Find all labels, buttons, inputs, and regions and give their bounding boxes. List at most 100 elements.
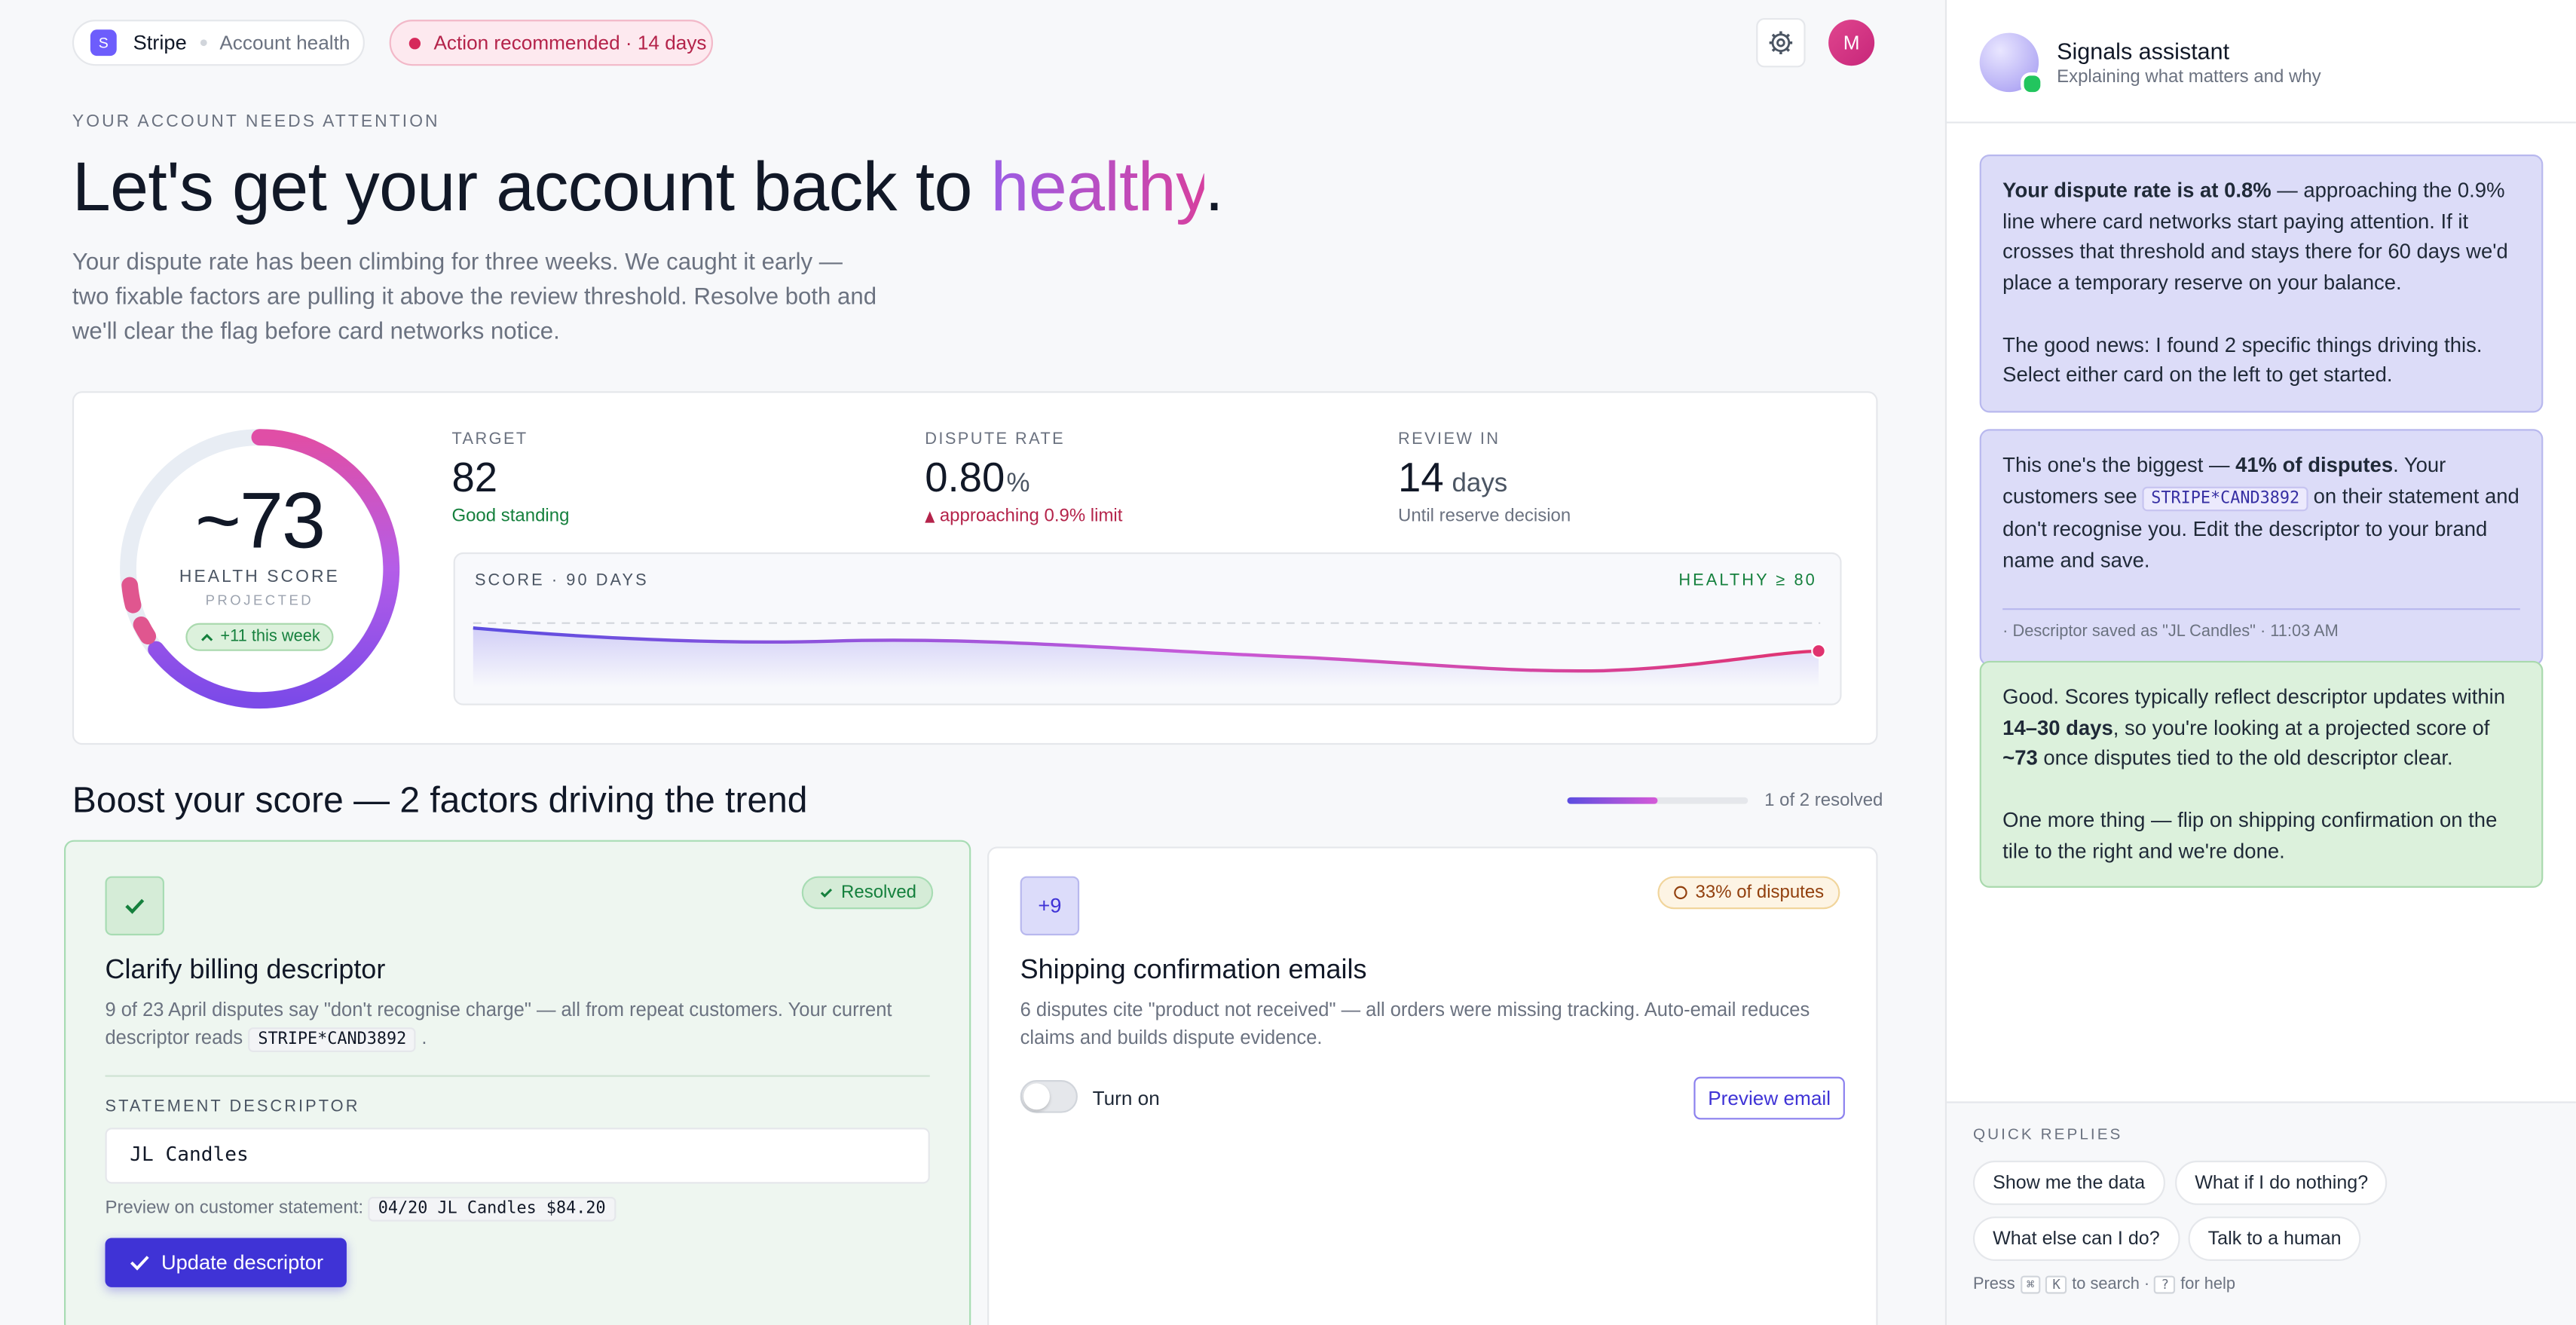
share-badge: 33% of disputes: [1657, 876, 1840, 910]
stat-label: DISPUTE RATE: [925, 430, 1066, 449]
title-highlight: healthy: [990, 148, 1206, 225]
stat-note-row: approaching 0.9% limit: [925, 506, 1122, 526]
brand: Stripe: [133, 31, 187, 54]
alert-dot: [408, 37, 421, 49]
stat-unit: %: [1006, 470, 1030, 498]
description-text: 9 of 23 April disputes say "don't recogn…: [105, 999, 892, 1049]
stat-label: TARGET: [451, 430, 528, 449]
preview-value: 04/20 JL Candles $84.20: [368, 1196, 616, 1222]
impact-icon: +9: [1020, 876, 1080, 936]
key: K: [2045, 1275, 2067, 1294]
avatar[interactable]: M: [1828, 20, 1875, 66]
hero-title: Let's get your account back to healthy.: [72, 148, 1224, 227]
hint-text: to search ·: [2072, 1275, 2150, 1294]
message-text: 41% of disputes: [2235, 454, 2394, 477]
score-change: +11 this week: [185, 623, 334, 651]
message-paragraph: Good. Scores typically reflect descripto…: [2002, 682, 2520, 774]
resolved-icon: [105, 876, 164, 936]
message-text: Your dispute rate is at 0.8%: [2002, 179, 2272, 203]
preview-label: Preview on customer statement:: [105, 1198, 364, 1219]
stat-note: approaching 0.9% limit: [939, 506, 1123, 526]
message-text: . Your customers see: [2002, 454, 2446, 508]
message-paragraph: One more thing — flip on shipping confir…: [2002, 805, 2520, 867]
quick-reply[interactable]: Show me the data: [1972, 1160, 2165, 1205]
message-text: This one's the biggest —: [2002, 454, 2236, 477]
score-change-text: +11 this week: [220, 628, 320, 647]
factor-title: Shipping confirmation emails: [1020, 955, 1367, 985]
message-text: ~73: [2002, 747, 2038, 770]
message-footnote: · Descriptor saved as "JL Candles" · 11:…: [2002, 607, 2520, 644]
settings-button[interactable]: [1756, 17, 1806, 68]
hint-text: for help: [2180, 1275, 2235, 1294]
description-end: .: [421, 1027, 427, 1049]
score-ring: [120, 429, 400, 709]
progress-fill: [1567, 797, 1658, 804]
assistant-message: Your dispute rate is at 0.8% — approachi…: [1979, 155, 2544, 413]
alert-text: Action recommended · 14 days: [433, 31, 707, 54]
score-sub: PROJECTED: [205, 592, 314, 609]
message-text: The good news: I found 2 specific things…: [2002, 332, 2483, 387]
divider: [105, 1075, 930, 1077]
update-button[interactable]: Update descriptor: [105, 1238, 347, 1287]
stat-value-row: 82: [451, 455, 497, 503]
eyebrow: YOUR ACCOUNT NEEDS ATTENTION: [72, 112, 440, 132]
toggle[interactable]: [1020, 1080, 1078, 1113]
ring-dot: [133, 616, 157, 645]
status-dot: [2021, 72, 2044, 96]
descriptor-code: STRIPE*CAND3892: [248, 1027, 417, 1052]
message-text: once disputes tied to the old descriptor…: [2037, 747, 2453, 770]
ring-progress: [148, 429, 400, 709]
button-text: Update descriptor: [161, 1250, 324, 1275]
message-text: One more thing — flip on shipping confir…: [2002, 808, 2498, 863]
trend-threshold: HEALTHY ≥ 80: [1678, 572, 1817, 591]
trend-label: SCORE · 90 DAYS: [474, 572, 649, 591]
divider: [1944, 121, 2576, 124]
score-label: HEALTH SCORE: [179, 567, 340, 587]
stat-value: 14: [1398, 455, 1444, 502]
preview-button[interactable]: Preview email: [1693, 1076, 1845, 1120]
key: ?: [2154, 1275, 2176, 1294]
progress-text: 1 of 2 resolved: [1764, 791, 1883, 811]
brand-icon: S: [90, 29, 117, 57]
assistant-message: Good. Scores typically reflect descripto…: [1979, 660, 2544, 889]
stat-label: REVIEW IN: [1398, 430, 1501, 449]
badge-ring: [1674, 886, 1687, 900]
alert-pill[interactable]: Action recommended · 14 days: [389, 20, 714, 66]
stat-value: 0.80: [925, 455, 1005, 502]
factor-description: 9 of 23 April disputes say "don't recogn…: [106, 996, 927, 1054]
badge-text: 33% of disputes: [1695, 883, 1825, 903]
key: ⌘: [2020, 1275, 2042, 1294]
ring-dot: [121, 577, 142, 614]
field-label: STATEMENT DESCRIPTOR: [105, 1098, 360, 1117]
message-text: — approaching the 0.9% line where card n…: [2002, 179, 2508, 295]
section: Account health: [219, 31, 350, 54]
hint-text: Press: [1972, 1275, 2015, 1294]
factor-title: Clarify billing descriptor: [105, 955, 386, 985]
message-text: , so you're looking at a projected score…: [2113, 716, 2490, 739]
score-value: ~73: [194, 478, 326, 566]
warning-triangle: [925, 510, 935, 522]
message-text: Good. Scores typically reflect descripto…: [2002, 685, 2505, 709]
message-paragraph: Your dispute rate is at 0.8% — approachi…: [2002, 176, 2520, 298]
breadcrumb[interactable]: S Stripe Account health: [72, 20, 365, 66]
trend-line: [473, 626, 1819, 673]
quick-reply[interactable]: Talk to a human: [2188, 1216, 2361, 1261]
quick-replies-label: QUICK REPLIES: [1972, 1126, 2123, 1145]
message-text: on their statement and don't recognise y…: [2002, 484, 2519, 573]
badge-text: Resolved: [841, 883, 917, 903]
quick-reply[interactable]: What else can I do?: [1972, 1216, 2180, 1261]
quick-reply[interactable]: What if I do nothing?: [2175, 1160, 2388, 1205]
stat-value: 82: [451, 455, 498, 502]
descriptor-input[interactable]: JL Candles: [105, 1128, 930, 1184]
assistant-name: Signals assistant: [2057, 38, 2230, 65]
assistant-message: This one's the biggest — 41% of disputes…: [1979, 429, 2544, 666]
trend-area: [473, 628, 1819, 687]
resolved-badge: Resolved: [801, 876, 933, 910]
title-suffix: .: [1204, 148, 1224, 225]
stat-unit: days: [1452, 470, 1508, 498]
trend-endpoint: [1811, 643, 1826, 659]
stat-value-row: 0.80%: [925, 455, 1029, 503]
progress-track: [1567, 797, 1748, 804]
stat-note-row: Good standing: [451, 506, 569, 526]
